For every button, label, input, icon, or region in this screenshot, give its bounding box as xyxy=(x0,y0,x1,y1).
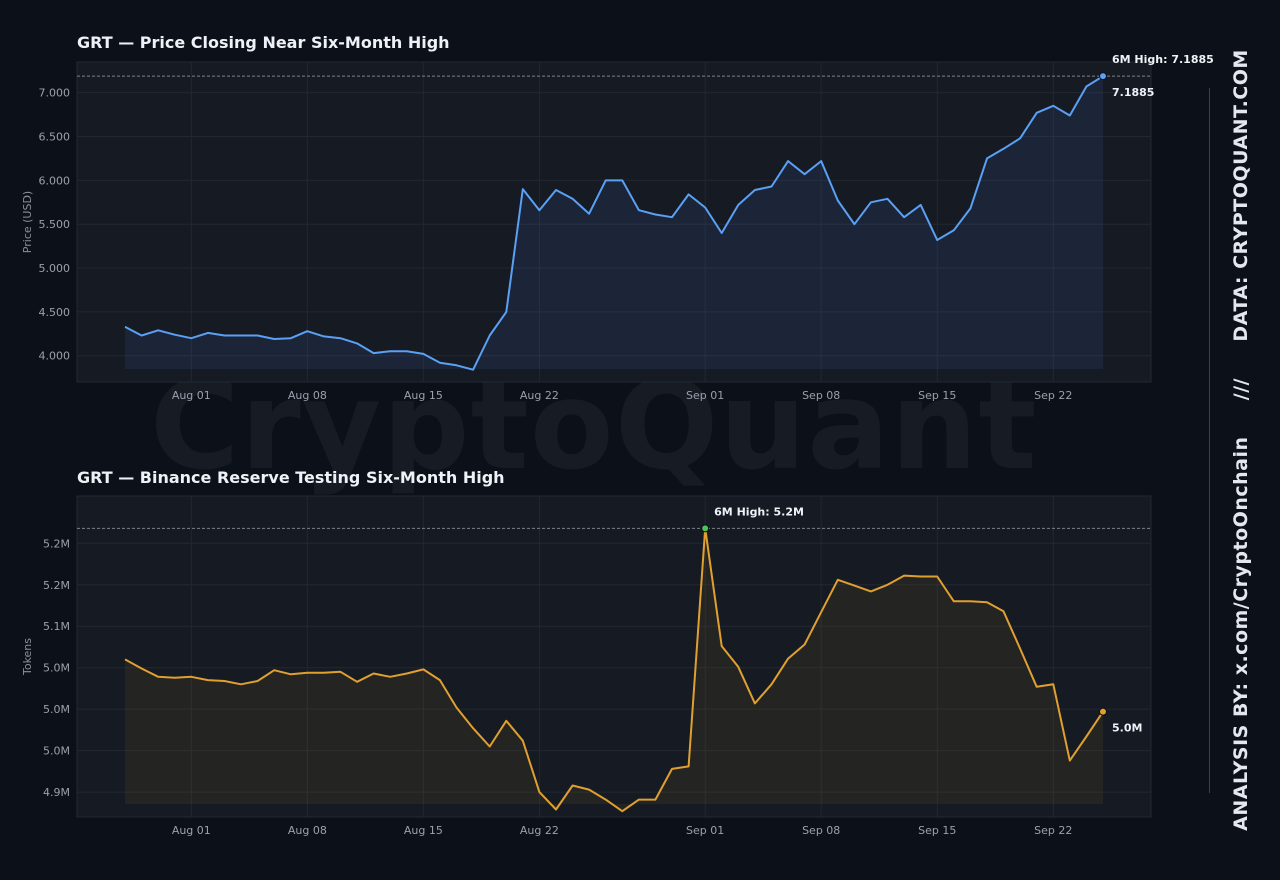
y-tick-label: 5.0M xyxy=(43,745,70,758)
x-tick-label: Aug 15 xyxy=(404,389,443,402)
y-tick-label: 4.000 xyxy=(39,350,71,363)
y-tick-label: 4.500 xyxy=(39,306,71,319)
x-tick-label: Aug 08 xyxy=(288,824,327,837)
watermark: CryptoQuant xyxy=(150,355,1038,497)
reserve-chart-title: GRT — Binance Reserve Testing Six-Month … xyxy=(77,468,505,487)
high-annotation: 6M High: 7.1885 xyxy=(1112,53,1214,66)
high-marker xyxy=(1099,72,1107,81)
series-area xyxy=(125,528,1103,812)
plot-area xyxy=(76,495,1152,818)
x-tick-label: Sep 08 xyxy=(802,389,840,402)
x-tick-label: Aug 22 xyxy=(520,824,559,837)
high-marker xyxy=(701,524,710,533)
x-tick-label: Sep 01 xyxy=(686,389,724,402)
x-tick-label: Sep 15 xyxy=(918,389,956,402)
x-tick-label: Sep 22 xyxy=(1034,389,1072,402)
y-axis-label: Price (USD) xyxy=(21,191,34,253)
credit-separator: /// xyxy=(1230,377,1252,401)
x-tick-label: Sep 15 xyxy=(918,824,956,837)
x-tick-label: Aug 15 xyxy=(404,824,443,837)
y-tick-label: 6.000 xyxy=(39,174,71,187)
price-chart: 4.000 4.500 5.000 5.500 6.000 6.500 7.000 Aug 0… xyxy=(21,53,1214,402)
x-tick-label: Sep 22 xyxy=(1034,824,1072,837)
y-tick-label: 6.500 xyxy=(39,131,71,144)
price-chart-title: GRT — Price Closing Near Six-Month High xyxy=(77,33,450,52)
last-value-label: 7.1885 xyxy=(1112,86,1154,99)
y-tick-label: 4.9M xyxy=(43,786,70,799)
y-tick-label: 5.1M xyxy=(43,620,70,633)
data-credit: DATA: CRYPTOQUANT.COM xyxy=(1230,49,1252,342)
x-tick-label: Aug 08 xyxy=(288,389,327,402)
analysis-credit: ANALYSIS BY: x.com/CryptoOnchain xyxy=(1230,436,1252,831)
y-tick-label: 5.000 xyxy=(39,262,71,275)
series-area xyxy=(125,76,1103,370)
series-line xyxy=(124,75,1104,371)
x-tick-label: Aug 01 xyxy=(172,824,211,837)
y-axis-label: Tokens xyxy=(21,638,34,676)
plot-area xyxy=(76,61,1152,383)
y-tick-label: 5.2M xyxy=(43,579,70,592)
high-annotation: 6M High: 5.2M xyxy=(714,505,804,518)
y-tick-label: 7.000 xyxy=(39,87,71,100)
sidebar-divider xyxy=(1209,88,1210,793)
y-tick-label: 5.0M xyxy=(43,662,70,675)
last-marker xyxy=(1099,707,1107,716)
series-line xyxy=(124,527,1104,813)
y-tick-label: 5.500 xyxy=(39,218,71,231)
reserve-chart: 4.9M 5.0M 5.0M 5.0M 5.1M 5.2M 5.2M Aug 01 Aug 08… xyxy=(21,495,1152,837)
x-tick-label: Aug 22 xyxy=(520,389,559,402)
x-tick-label: Aug 01 xyxy=(172,389,211,402)
y-tick-label: 5.2M xyxy=(43,537,70,550)
y-tick-label: 5.0M xyxy=(43,703,70,716)
x-tick-label: Sep 08 xyxy=(802,824,840,837)
x-tick-label: Sep 01 xyxy=(686,824,724,837)
last-value-label: 5.0M xyxy=(1112,722,1142,735)
